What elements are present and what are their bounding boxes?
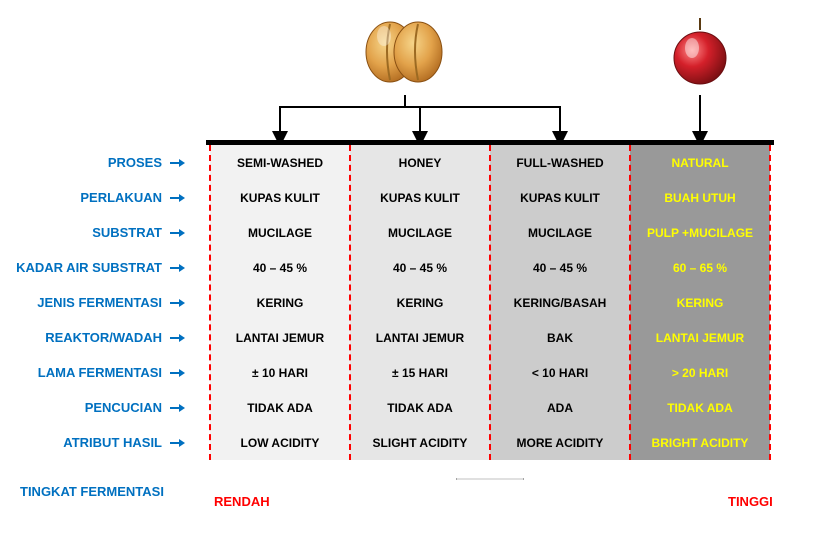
row-label: PROSES (0, 155, 210, 170)
data-cell: < 10 HARI (490, 355, 630, 390)
data-cell: MUCILAGE (490, 215, 630, 250)
data-cell: KUPAS KULIT (210, 180, 350, 215)
coffee-cherry-icon (670, 16, 730, 88)
grid-row: LAMA FERMENTASI ± 10 HARI± 15 HARI< 10 HA… (0, 355, 816, 390)
data-cell: LANTAI JEMUR (630, 320, 770, 355)
grid-row: ATRIBUT HASIL LOW ACIDITYSLIGHT ACIDITYMO… (0, 425, 816, 460)
row-label: ATRIBUT HASIL (0, 435, 210, 450)
row-label: REAKTOR/WADAH (0, 330, 210, 345)
data-cell: 40 – 45 % (490, 250, 630, 285)
data-cell: MUCILAGE (350, 215, 490, 250)
row-label-text: PROSES (108, 155, 162, 170)
bracket-arrows (210, 95, 800, 145)
scale-high-label: TINGGI (728, 494, 773, 509)
data-cell: KUPAS KULIT (350, 180, 490, 215)
data-cell: MUCILAGE (210, 215, 350, 250)
row-label: KADAR AIR SUBSTRAT (0, 260, 210, 275)
data-cell: MORE ACIDITY (490, 425, 630, 460)
coffee-seed-icon (360, 10, 450, 90)
row-label-text: ATRIBUT HASIL (63, 435, 162, 450)
scale-low-label: RENDAH (214, 494, 270, 509)
data-cell: BRIGHT ACIDITY (630, 425, 770, 460)
data-cell: LOW ACIDITY (210, 425, 350, 460)
data-cell: PULP +MUCILAGE (630, 215, 770, 250)
grid-row: PROSES SEMI-WASHEDHONEYFULL-WASHEDNATURAL (0, 145, 816, 180)
data-cell: HONEY (350, 145, 490, 180)
data-cell: ± 15 HARI (350, 355, 490, 390)
row-label-text: PERLAKUAN (80, 190, 162, 205)
row-label: LAMA FERMENTASI (0, 365, 210, 380)
data-cell: KERING (630, 285, 770, 320)
data-cell: 60 – 65 % (630, 250, 770, 285)
data-cell: TIDAK ADA (630, 390, 770, 425)
grid-row: JENIS FERMENTASIKERINGKERINGKERING/BASAH… (0, 285, 816, 320)
data-cell: KERING (350, 285, 490, 320)
grid-row: KADAR AIR SUBSTRAT40 – 45 %40 – 45 %40 –… (0, 250, 816, 285)
data-cell: BUAH UTUH (630, 180, 770, 215)
data-cell: LANTAI JEMUR (210, 320, 350, 355)
data-cell: TIDAK ADA (210, 390, 350, 425)
scale-label: TINGKAT FERMENTASI (0, 484, 200, 499)
data-cell: > 20 HARI (630, 355, 770, 390)
row-label-text: REAKTOR/WADAH (45, 330, 162, 345)
row-label: SUBSTRAT (0, 225, 210, 240)
data-cell: ADA (490, 390, 630, 425)
data-cell: 40 – 45 % (210, 250, 350, 285)
grid-row: PERLAKUANKUPAS KULITKUPAS KULITKUPAS KUL… (0, 180, 816, 215)
top-black-bar (206, 140, 774, 145)
data-cell: KERING/BASAH (490, 285, 630, 320)
grid-row: SUBSTRATMUCILAGEMUCILAGEMUCILAGEPULP +MU… (0, 215, 816, 250)
data-cell: TIDAK ADA (350, 390, 490, 425)
header-images (0, 8, 816, 98)
data-cell: NATURAL (630, 145, 770, 180)
data-cell: KERING (210, 285, 350, 320)
row-label-text: JENIS FERMENTASI (37, 295, 162, 310)
row-label-text: PENCUCIAN (85, 400, 162, 415)
data-cell: 40 – 45 % (350, 250, 490, 285)
data-cell: SLIGHT ACIDITY (350, 425, 490, 460)
row-label: PENCUCIAN (0, 400, 210, 415)
data-cell: BAK (490, 320, 630, 355)
grid-row: PENCUCIANTIDAK ADATIDAK ADAADATIDAK ADA (0, 390, 816, 425)
row-label: PERLAKUAN (0, 190, 210, 205)
comparison-grid: PROSES SEMI-WASHEDHONEYFULL-WASHEDNATURAL… (0, 145, 816, 460)
data-cell: KUPAS KULIT (490, 180, 630, 215)
grid-row: REAKTOR/WADAHLANTAI JEMURLANTAI JEMURBAK… (0, 320, 816, 355)
row-label-text: LAMA FERMENTASI (38, 365, 162, 380)
data-cell: ± 10 HARI (210, 355, 350, 390)
data-cell: SEMI-WASHED (210, 145, 350, 180)
row-label-text: KADAR AIR SUBSTRAT (16, 260, 162, 275)
row-label-text: SUBSTRAT (92, 225, 162, 240)
scale-arrow (210, 478, 770, 480)
row-label: JENIS FERMENTASI (0, 295, 210, 310)
data-cell: LANTAI JEMUR (350, 320, 490, 355)
data-cell: FULL-WASHED (490, 145, 630, 180)
